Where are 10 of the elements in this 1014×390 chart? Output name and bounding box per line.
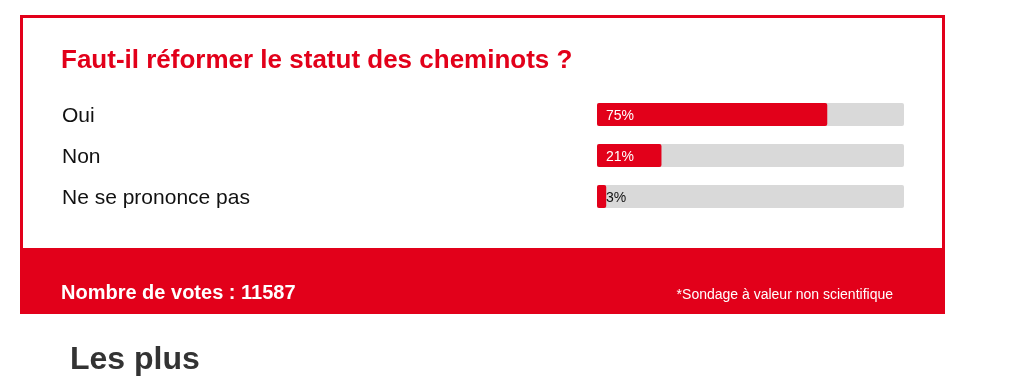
text: Faut-il réformer le statut des cheminots ? [61, 44, 573, 75]
text: Les plus [70, 340, 200, 377]
text: Nombre de votes : 11587 [61, 281, 296, 304]
text: *Sondage à valeur non scientifique [676, 286, 893, 302]
data-label: 3% [606, 188, 627, 205]
y-tick-label: Non [62, 144, 101, 167]
data-label: 21% [606, 147, 635, 164]
y-tick-label: Oui [62, 103, 95, 126]
y-tick-label: Ne se prononce pas [62, 185, 250, 208]
data-label: 75% [606, 106, 635, 123]
